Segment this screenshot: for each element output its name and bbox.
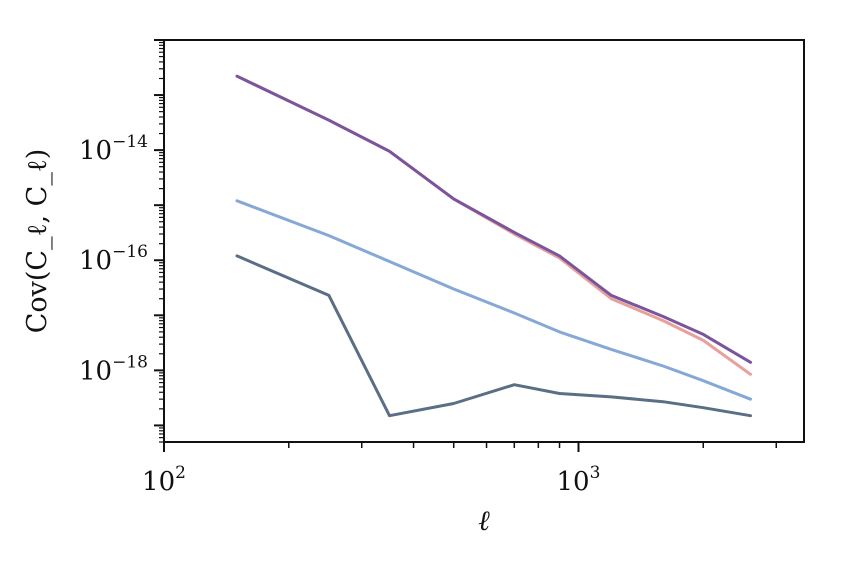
x-tick-label: 102 xyxy=(142,463,186,497)
x-axis-label: ℓ xyxy=(478,504,490,537)
y-tick-label: 10−18 xyxy=(79,352,148,386)
y-axis-ticks: 10−14 10−16 10−18 xyxy=(79,39,164,443)
y-tick-label: 10−16 xyxy=(79,242,148,276)
series-line-3 xyxy=(235,199,752,401)
series-layer xyxy=(235,74,752,418)
plot-frame xyxy=(163,39,805,443)
y-axis-label: Cov(C_ℓ, C_ℓ) xyxy=(22,149,53,334)
x-axis-ticks: 102 103 xyxy=(142,442,778,497)
x-tick-label: 103 xyxy=(557,463,601,497)
y-tick-label: 10−14 xyxy=(79,132,148,166)
series-line-4 xyxy=(235,254,752,418)
series-line-1 xyxy=(235,74,752,376)
series-line-2 xyxy=(235,74,752,364)
